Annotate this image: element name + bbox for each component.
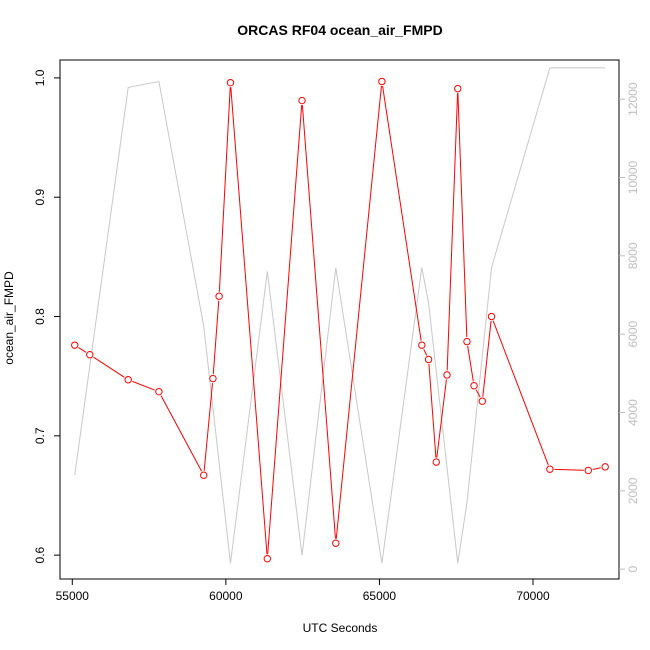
- series-line-segment: [203, 382, 214, 471]
- data-point: [226, 78, 235, 87]
- series-line-segment: [218, 87, 231, 292]
- series-line-segment: [267, 105, 303, 555]
- data-point: [487, 312, 496, 321]
- series-line-segment: [592, 467, 601, 470]
- series-line-segment: [436, 379, 447, 458]
- y2-tick-label: 0: [626, 566, 640, 573]
- y-tick-label: 0.7: [33, 427, 47, 444]
- data-point: [424, 355, 433, 364]
- y-tick-label: 0.9: [33, 189, 47, 206]
- series-line-segment: [475, 389, 481, 398]
- data-point: [124, 376, 132, 384]
- data-point: [601, 463, 609, 471]
- x-tick-label: 65000: [363, 589, 397, 603]
- data-point: [332, 539, 340, 547]
- series-line-right: [74, 67, 606, 564]
- y2-tick-label: 4000: [626, 399, 640, 426]
- series-line-segment: [554, 468, 584, 471]
- series-line-segment: [467, 345, 474, 382]
- data-point: [463, 337, 471, 346]
- y-tick-label: 1.0: [33, 69, 47, 86]
- y2-tick-label: 2000: [626, 477, 640, 504]
- data-point: [86, 350, 94, 359]
- series-line-segment: [446, 93, 459, 371]
- series-line-segment: [160, 395, 203, 472]
- data-point: [443, 371, 451, 379]
- y2-tick-label: 6000: [626, 321, 640, 348]
- y-tick-label: 0.8: [33, 308, 47, 325]
- y-tick-label: 0.6: [33, 546, 47, 563]
- y2-tick-label: 8000: [626, 242, 640, 269]
- data-point: [298, 96, 306, 105]
- data-point: [546, 465, 554, 473]
- series-line-segment: [78, 347, 87, 353]
- data-point: [378, 77, 386, 86]
- data-point: [215, 292, 223, 300]
- y-axis-label: ocean_air_FMPD: [2, 271, 16, 365]
- data-point: [209, 374, 217, 383]
- data-point: [584, 466, 592, 475]
- series-line-segment: [423, 349, 428, 356]
- series-line-segment: [457, 93, 468, 338]
- data-point: [200, 471, 208, 479]
- data-point: [470, 382, 478, 390]
- x-axis-label: UTC Seconds: [303, 621, 378, 635]
- x-tick-label: 70000: [516, 589, 550, 603]
- y2-tick-label: 10000: [626, 161, 640, 195]
- data-point: [478, 397, 487, 405]
- series-layer: [71, 67, 609, 564]
- data-point: [432, 458, 440, 466]
- data-point: [454, 84, 462, 93]
- data-point: [418, 341, 426, 349]
- series-line-segment: [428, 363, 437, 458]
- axis-layer: 55000 60000 65000 70000 0.6 0.7 0.8 0.9 1.0 0 2000…: [33, 69, 640, 603]
- series-line-segment: [301, 105, 336, 539]
- series-line-segment: [93, 356, 125, 378]
- series-line-segment: [212, 300, 220, 375]
- series-line-segment: [335, 85, 382, 539]
- data-point: [71, 341, 79, 349]
- series-line-segment: [482, 320, 492, 397]
- chart-title: ORCAS RF04 ocean_air_FMPD: [237, 22, 442, 38]
- series-line-segment: [382, 85, 422, 341]
- series-line-segment: [230, 87, 268, 555]
- x-tick-label: 60000: [209, 589, 243, 603]
- series-line-segment: [132, 380, 155, 391]
- data-point: [263, 555, 272, 563]
- x-tick-label: 55000: [56, 589, 90, 603]
- data-point: [155, 387, 163, 396]
- plot-frame: [59, 59, 620, 580]
- y2-tick-label: 12000: [626, 82, 640, 116]
- series-line-segment: [492, 320, 549, 466]
